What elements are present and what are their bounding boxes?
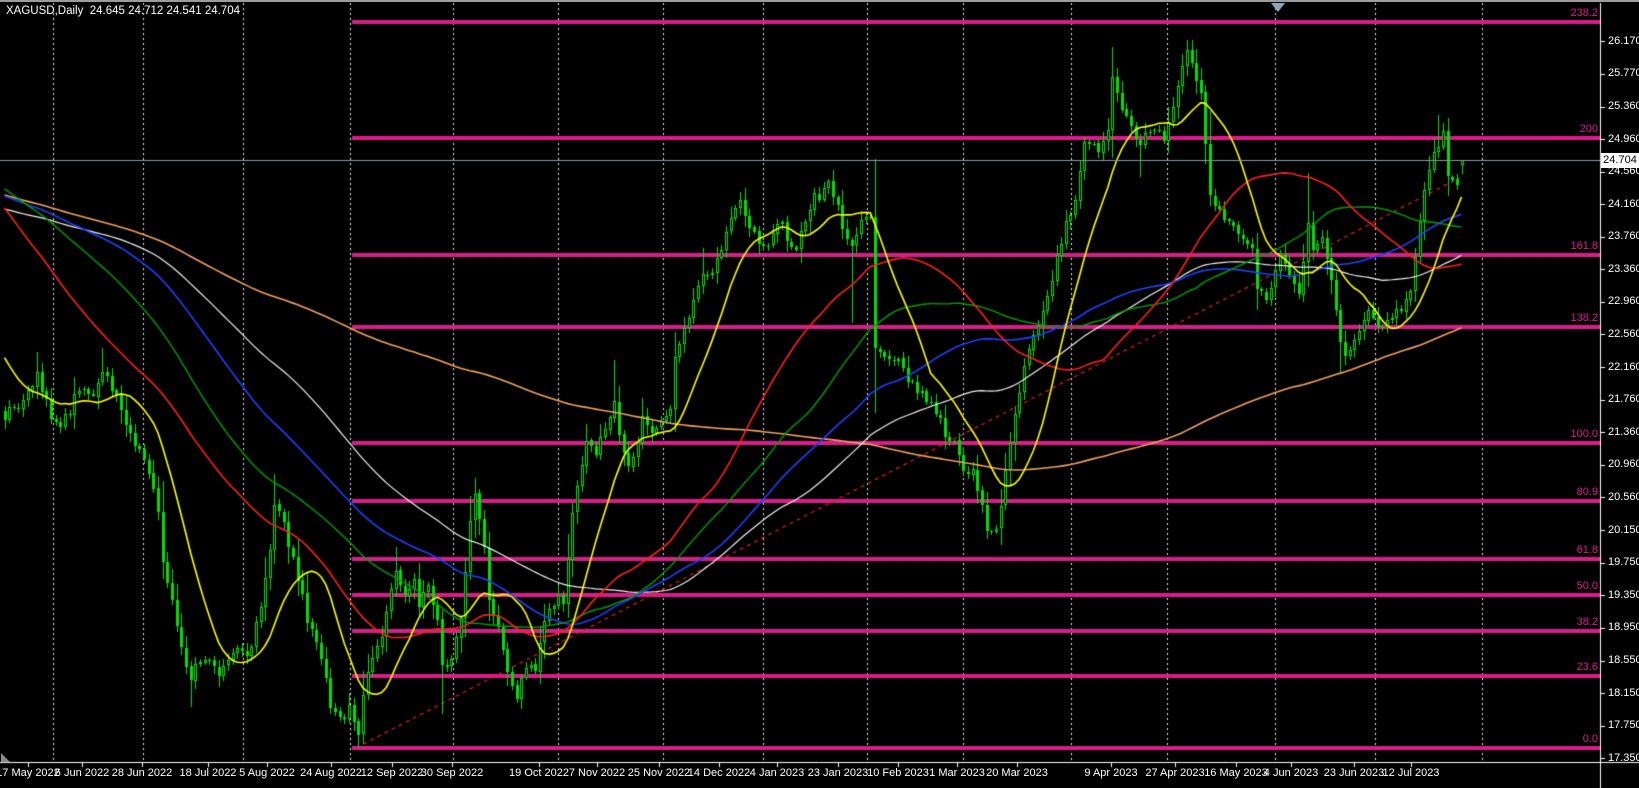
- fib-level-label: 50.0: [1576, 580, 1598, 593]
- date-tick-label: 4 Jun 2023: [1263, 767, 1319, 779]
- date-tick-label: 5 Aug 2022: [239, 767, 295, 779]
- date-tick-label: 12 Jul 2023: [1382, 767, 1440, 779]
- price-tick-label: 24.560: [1608, 165, 1639, 178]
- price-tick-label: 20.960: [1608, 458, 1639, 471]
- price-tick-label: 22.160: [1608, 360, 1639, 373]
- fib-level-label: 61.8: [1576, 544, 1598, 557]
- price-tick-label: 23.360: [1608, 262, 1639, 275]
- fib-level-label: 200: [1579, 123, 1598, 136]
- date-tick-label: 9 Apr 2023: [1084, 767, 1138, 779]
- chart-scroll-marker-icon[interactable]: [1271, 3, 1285, 12]
- date-tick-label: 1 Mar 2023: [929, 767, 985, 779]
- fib-level-label: 23.6: [1576, 660, 1598, 673]
- price-tick-label: 17.350: [1608, 751, 1639, 764]
- date-tick-label: 23 Jun 2023: [1323, 767, 1385, 779]
- price-tick-label: 18.950: [1608, 621, 1639, 634]
- date-tick-label: 10 Feb 2023: [867, 767, 929, 779]
- date-tick-label: 20 Mar 2023: [986, 767, 1048, 779]
- price-tick-label: 24.960: [1608, 132, 1639, 145]
- price-tick-label: 19.350: [1608, 588, 1639, 601]
- fib-level-label: 38.2: [1576, 616, 1598, 629]
- current-price-box: 24.704: [1601, 152, 1639, 168]
- date-tick-label: 14 Dec 2022: [687, 767, 751, 779]
- price-tick-label: 24.160: [1608, 197, 1639, 210]
- price-tick-label: 18.550: [1608, 654, 1639, 666]
- date-tick-label: 28 Jun 2022: [111, 767, 173, 779]
- price-tick-label: 17.750: [1608, 719, 1639, 732]
- price-tick-label: 21.360: [1608, 425, 1639, 438]
- price-tick-label: 20.560: [1608, 490, 1639, 503]
- price-tick-label: 25.770: [1608, 67, 1639, 80]
- fib-level-label: 238.2: [1570, 6, 1598, 19]
- date-tick-label: 4 Jan 2023: [749, 767, 805, 779]
- date-tick-label: 23 Jan 2023: [807, 767, 869, 779]
- fib-level-label: 161.8: [1570, 239, 1598, 252]
- price-tick-label: 22.960: [1608, 295, 1639, 308]
- price-tick-label: 26.170: [1608, 34, 1639, 47]
- scroll-anchor-icon[interactable]: [1, 753, 10, 762]
- date-tick-label: 30 Sep 2022: [420, 767, 484, 779]
- date-tick-label: 17 May 2022: [0, 767, 60, 779]
- date-tick-label: 12 Sep 2022: [360, 767, 424, 779]
- window-top-border: [0, 0, 1639, 2]
- price-tick-label: 20.150: [1608, 523, 1639, 536]
- price-tick-label: 23.760: [1608, 230, 1639, 243]
- fib-level-label: 100.0: [1570, 428, 1598, 441]
- price-tick-label: 18.150: [1608, 686, 1639, 699]
- fib-level-label: 138.2: [1570, 311, 1598, 324]
- chart-title-ohlc: XAGUSD,Daily 24.645 24.712 24.541 24.704: [6, 5, 240, 17]
- date-tick-label: 7 Nov 2022: [568, 767, 626, 779]
- price-tick-label: 25.360: [1608, 100, 1639, 113]
- date-tick-label: 24 Aug 2022: [300, 767, 362, 779]
- fib-level-label: 80.9: [1576, 486, 1598, 499]
- date-tick-label: 6 Jun 2022: [54, 767, 110, 779]
- date-tick-label: 18 Jul 2022: [179, 767, 237, 779]
- price-tick-label: 22.560: [1608, 327, 1639, 340]
- price-tick-label: 19.750: [1608, 556, 1639, 569]
- date-tick-label: 16 May 2023: [1204, 767, 1268, 779]
- date-tick-label: 27 Apr 2023: [1145, 767, 1205, 779]
- date-tick-label: 19 Oct 2022: [509, 767, 569, 779]
- fib-level-label: 0.0: [1582, 732, 1598, 745]
- price-tick-label: 21.760: [1608, 393, 1639, 406]
- date-tick-label: 25 Nov 2022: [627, 767, 691, 779]
